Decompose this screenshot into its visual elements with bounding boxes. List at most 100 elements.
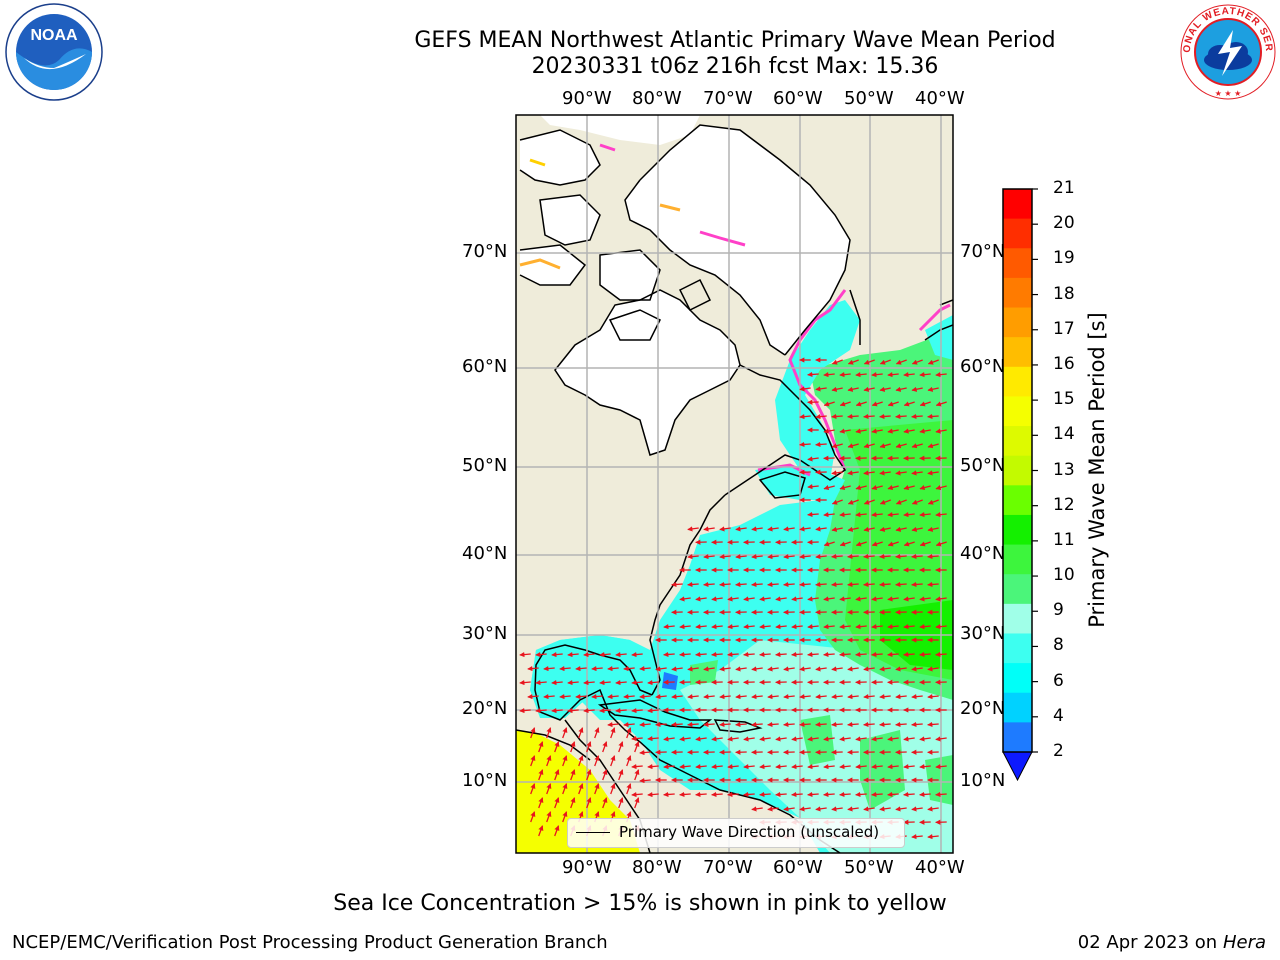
wave-direction-arrow: [855, 512, 867, 518]
wave-direction-arrow: [783, 526, 795, 532]
lat-label-left-20n: 20°N: [462, 698, 508, 719]
wave-direction-arrow: [799, 581, 811, 588]
wave-direction-arrow: [847, 413, 859, 420]
wave-direction-arrow: [919, 372, 931, 378]
chart-subtitle: 20230331 t06z 216h fcst Max: 15.36: [531, 54, 939, 79]
wave-direction-arrow: [719, 554, 731, 560]
wave-direction-arrow: [919, 541, 931, 547]
wave-direction-arrow: [815, 386, 827, 392]
wave-direction-arrow: [679, 764, 691, 770]
wave-direction-arrow: [855, 736, 867, 742]
wave-direction-arrow: [671, 666, 683, 672]
wave-direction-arrow: [799, 386, 811, 392]
wave-direction-arrow: [578, 727, 584, 739]
wave-direction-arrow: [639, 693, 651, 700]
colorbar-segment: [1003, 633, 1032, 664]
wave-direction-arrow: [562, 783, 568, 795]
wave-direction-arrow: [879, 694, 891, 700]
wave-direction-arrow: [927, 694, 939, 700]
wave-direction-arrow: [911, 443, 923, 449]
wave-direction-arrow: [879, 386, 891, 392]
wave-direction-arrow: [623, 693, 635, 700]
wave-direction-arrow: [903, 736, 915, 742]
wave-direction-arrow: [634, 797, 640, 809]
wave-direction-arrow: [823, 764, 835, 770]
lon-label-top-50w: 50°W: [844, 88, 894, 109]
colorbar-tick-label: 11: [1053, 529, 1075, 550]
wave-direction-arrow: [634, 741, 640, 753]
wave-direction-arrow: [927, 499, 939, 505]
wave-direction-arrow: [799, 441, 811, 448]
wave-direction-arrow: [607, 693, 619, 700]
wave-direction-arrow: [935, 512, 947, 518]
wave-direction-arrow: [751, 526, 763, 532]
wave-direction-arrow: [871, 428, 883, 434]
wave-direction-arrow: [831, 526, 843, 532]
map-frame: [515, 114, 954, 854]
wave-direction-arrow: [775, 596, 787, 602]
wave-direction-arrow: [831, 499, 843, 505]
wave-direction-arrow: [871, 401, 883, 407]
colorbar-segment: [1003, 514, 1032, 546]
wave-direction-arrow: [727, 651, 739, 658]
wave-direction-arrow: [863, 806, 875, 812]
wave-direction-arrow: [631, 679, 643, 686]
wave-direction-arrow: [719, 666, 731, 672]
lat-label-left-30n: 30°N: [462, 623, 508, 644]
wave-direction-arrow: [807, 791, 819, 798]
wave-direction-arrow: [554, 769, 560, 781]
wave-direction-arrow: [799, 721, 811, 728]
wave-direction-arrow: [687, 526, 699, 532]
lon-label-top-80w: 80°W: [632, 88, 682, 109]
wave-direction-arrow: [799, 666, 811, 672]
wave-direction-arrow: [879, 443, 891, 449]
wave-direction-arrow: [530, 755, 536, 767]
colorbar-segment: [1003, 218, 1032, 249]
wave-direction-arrow: [903, 791, 915, 798]
map-gridlines: [516, 115, 953, 853]
wave-direction-arrow: [927, 721, 939, 728]
wave-direction-arrow: [815, 441, 827, 448]
wave-direction-arrow: [887, 624, 899, 630]
wave-direction-arrow: [695, 596, 707, 602]
wave-direction-arrow: [623, 721, 635, 728]
wave-direction-arrow: [815, 721, 827, 728]
colorbar-tick-label: 21: [1053, 178, 1075, 198]
wave-direction-arrow: [855, 401, 867, 407]
colorbar-tick-label: 16: [1053, 353, 1075, 374]
legend-label: Primary Wave Direction (unscaled): [619, 823, 880, 841]
wave-direction-arrow: [783, 721, 795, 728]
wave-direction-arrow: [546, 727, 552, 739]
wave-direction-arrow: [799, 694, 811, 700]
wave-direction-arrow: [815, 666, 827, 672]
wave-direction-arrow: [711, 736, 723, 742]
wave-direction-arrow: [743, 791, 755, 798]
legend-line-swatch: [576, 832, 610, 833]
wave-direction-arrow: [671, 581, 683, 588]
wave-direction-arrow: [839, 372, 851, 378]
wave-direction-arrow: [639, 721, 651, 728]
wave-direction-arrow: [711, 764, 723, 770]
wave-direction-arrow: [607, 721, 619, 728]
wave-direction-arrow: [767, 694, 779, 700]
wave-direction-arrow: [895, 359, 907, 365]
wave-direction-arrow: [887, 736, 899, 742]
wave-direction-arrow: [935, 372, 947, 378]
wave-direction-arrow: [783, 581, 795, 588]
wave-direction-arrow: [679, 624, 691, 630]
wave-direction-arrow: [751, 554, 763, 560]
wave-direction-arrow: [927, 526, 939, 532]
wave-direction-arrow: [855, 596, 867, 602]
wave-direction-arrow: [719, 721, 731, 728]
wave-direction-arrow: [626, 727, 632, 739]
lon-label-bottom-50w: 50°W: [844, 857, 894, 878]
wave-direction-arrow: [671, 694, 683, 700]
wave-direction-arrow: [551, 651, 563, 658]
wave-direction-arrow: [735, 581, 747, 588]
wave-direction-arrow: [543, 693, 555, 700]
wave-direction-arrow: [903, 624, 915, 630]
wave-direction-arrow: [583, 651, 595, 658]
wave-direction-arrow: [831, 666, 843, 672]
wave-direction-arrow: [935, 401, 947, 407]
wave-direction-arrow: [538, 825, 544, 837]
